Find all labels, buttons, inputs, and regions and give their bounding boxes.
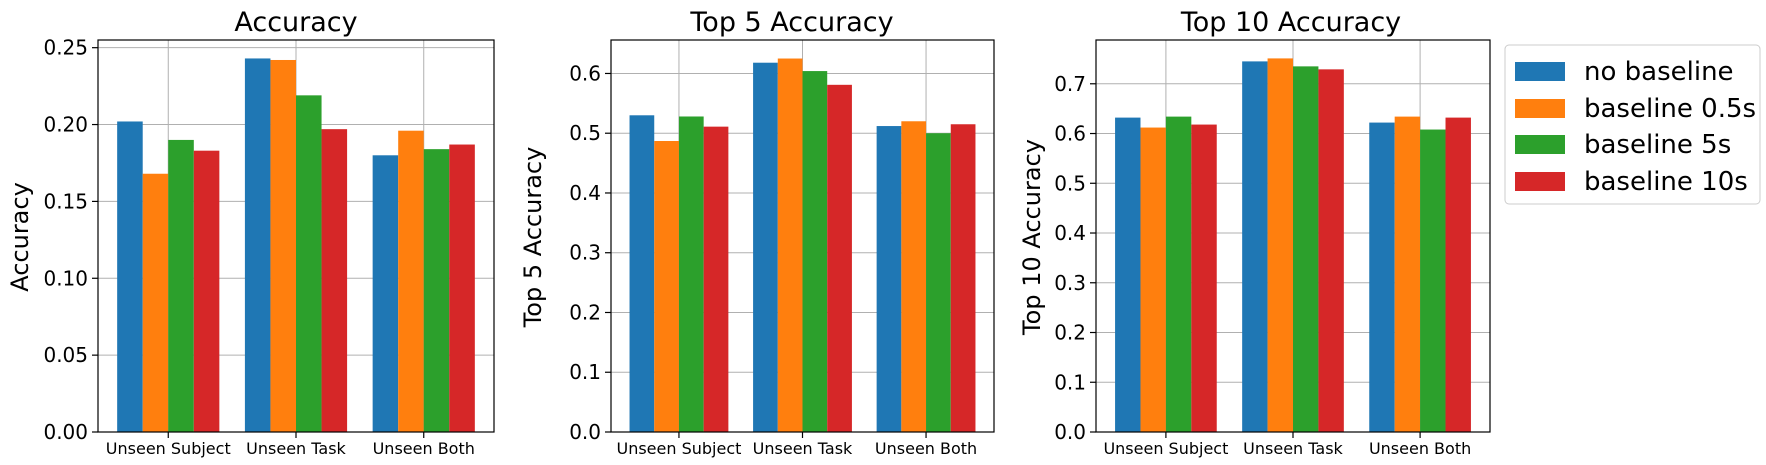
bar-baseline-5s-0	[678, 116, 704, 433]
x-tick-label: Unseen Subject	[1103, 439, 1228, 458]
bar-no-baseline-2	[372, 155, 399, 432]
y-tick-label: 0.0	[1054, 420, 1086, 444]
legend-swatch	[1515, 62, 1565, 81]
bar-baseline-0-5s-1	[270, 59, 296, 432]
chart-title: Top 5 Accuracy	[689, 7, 893, 38]
legend-swatch	[1515, 99, 1565, 118]
bar-baseline-0-5s-0	[654, 140, 679, 433]
x-tick-label: Unseen Task	[1243, 439, 1343, 458]
y-axis-label: Top 10 Accuracy	[1018, 139, 1046, 336]
y-tick-label: 0.5	[569, 121, 601, 145]
bar-baseline-5s-2	[423, 149, 450, 433]
legend-swatch	[1515, 135, 1565, 154]
y-tick-label: 0.6	[569, 61, 601, 85]
bar-baseline-10s-0	[703, 126, 729, 433]
x-tick-label: Unseen Both	[1369, 439, 1471, 458]
bar-baseline-0-5s-0	[1140, 127, 1166, 433]
x-tick-label: Unseen Task	[246, 439, 346, 458]
y-tick-label: 0.2	[569, 300, 601, 324]
plot-area: 0.0 0.1 0.2 0.3 0.4 0.5 0.6 0.7 Unseen Subject Un…	[1054, 39, 1491, 458]
bar-no-baseline-1	[753, 62, 778, 433]
y-tick-label: 0.5	[1054, 171, 1086, 195]
y-tick-label: 0.0	[569, 420, 601, 444]
x-tick-label: Unseen Subject	[106, 439, 231, 458]
bar-baseline-10s-2	[1445, 117, 1471, 432]
plot-area: 0.0 0.1 0.2 0.3 0.4 0.5 0.6 Unseen Subject Unsee…	[569, 39, 995, 458]
legend-item-baseline-10s: baseline 10s	[1515, 167, 1748, 197]
accuracy-chart: Accuracy Accuracy 0.000.050.100.150.200.…	[6, 7, 495, 458]
bar-baseline-0-5s-2	[1394, 116, 1421, 433]
bar-no-baseline-0	[1115, 117, 1141, 432]
top5-accuracy-chart: Top 5 Accuracy Top 5 Accuracy 0.00.10.20…	[519, 7, 995, 458]
legend-swatch	[1515, 172, 1565, 191]
bar-no-baseline-1	[244, 58, 271, 433]
legend-label: baseline 0.5s	[1584, 94, 1756, 124]
y-tick-label: 0.7	[1054, 72, 1086, 96]
bar-baseline-5s-2	[926, 133, 951, 432]
y-tick-label: 0.6	[1054, 122, 1086, 146]
y-axis-label: Top 5 Accuracy	[519, 147, 547, 329]
bar-baseline-5s-1	[802, 71, 828, 432]
legend-frame	[1504, 44, 1761, 205]
top10-accuracy-chart: Top 10 Accuracy Top 10 Accuracy 0.00.10.…	[1018, 7, 1491, 458]
bar-no-baseline-1	[1242, 61, 1268, 432]
x-tick-label: Unseen Both	[875, 439, 977, 458]
chart-title: Accuracy	[234, 7, 357, 38]
bar-baseline-10s-0	[1191, 124, 1217, 432]
legend-item-no-baseline: no baseline	[1515, 57, 1734, 87]
y-tick-label: 0.3	[1054, 271, 1086, 295]
x-tick-label: Unseen Task	[753, 439, 853, 458]
y-tick-label: 0.15	[43, 189, 88, 213]
y-tick-label: 0.1	[1054, 370, 1086, 394]
bar-baseline-10s-0	[193, 150, 220, 432]
y-tick-label: 0.20	[43, 113, 88, 137]
x-tick-label: Unseen Subject	[616, 439, 741, 458]
bar-baseline-5s-0	[168, 139, 194, 432]
bar-baseline-5s-0	[1165, 116, 1192, 433]
y-tick-label: 0.1	[569, 360, 601, 384]
bar-baseline-5s-1	[296, 95, 322, 432]
bar-baseline-0-5s-2	[398, 130, 424, 432]
y-axis-label: Accuracy	[6, 182, 34, 292]
bar-baseline-10s-2	[950, 124, 976, 432]
bar-no-baseline-0	[117, 121, 143, 432]
y-tick-label: 0.05	[43, 343, 88, 367]
bar-baseline-0-5s-1	[1267, 58, 1293, 432]
y-tick-label: 0.4	[1054, 221, 1086, 245]
bar-baseline-0-5s-1	[777, 58, 803, 433]
plot-area: 0.00 0.05 0.10 0.15 0.20 0.25 Unseen Subject Un…	[43, 36, 495, 458]
y-tick-label: 0.2	[1054, 321, 1086, 345]
bar-baseline-10s-1	[1318, 69, 1344, 432]
bar-no-baseline-0	[629, 115, 655, 432]
y-tick-label: 0.3	[569, 241, 601, 265]
bar-baseline-0-5s-2	[901, 121, 927, 432]
legend-item-baseline-5s: baseline 5s	[1515, 130, 1731, 160]
bar-baseline-10s-2	[449, 144, 475, 433]
bar-no-baseline-2	[1369, 122, 1395, 433]
bar-baseline-5s-2	[1420, 129, 1446, 432]
bar-baseline-10s-1	[321, 129, 348, 433]
legend: no baseline baseline 0.5s baseline 5s ba…	[1504, 44, 1761, 205]
chart-title: Top 10 Accuracy	[1180, 7, 1401, 38]
y-tick-label: 0.4	[569, 181, 601, 205]
x-tick-label: Unseen Both	[373, 439, 475, 458]
bar-baseline-0-5s-0	[142, 173, 169, 432]
y-tick-label: 0.25	[43, 36, 88, 60]
bar-baseline-5s-1	[1293, 66, 1319, 432]
y-tick-label: 0.00	[43, 420, 88, 444]
y-tick-label: 0.10	[43, 266, 88, 290]
legend-label: baseline 5s	[1584, 130, 1731, 160]
legend-label: no baseline	[1584, 57, 1734, 87]
legend-item-baseline-0-5s: baseline 0.5s	[1515, 94, 1756, 124]
bar-no-baseline-2	[876, 126, 902, 433]
legend-label: baseline 10s	[1584, 167, 1748, 197]
bar-baseline-10s-1	[827, 84, 852, 432]
